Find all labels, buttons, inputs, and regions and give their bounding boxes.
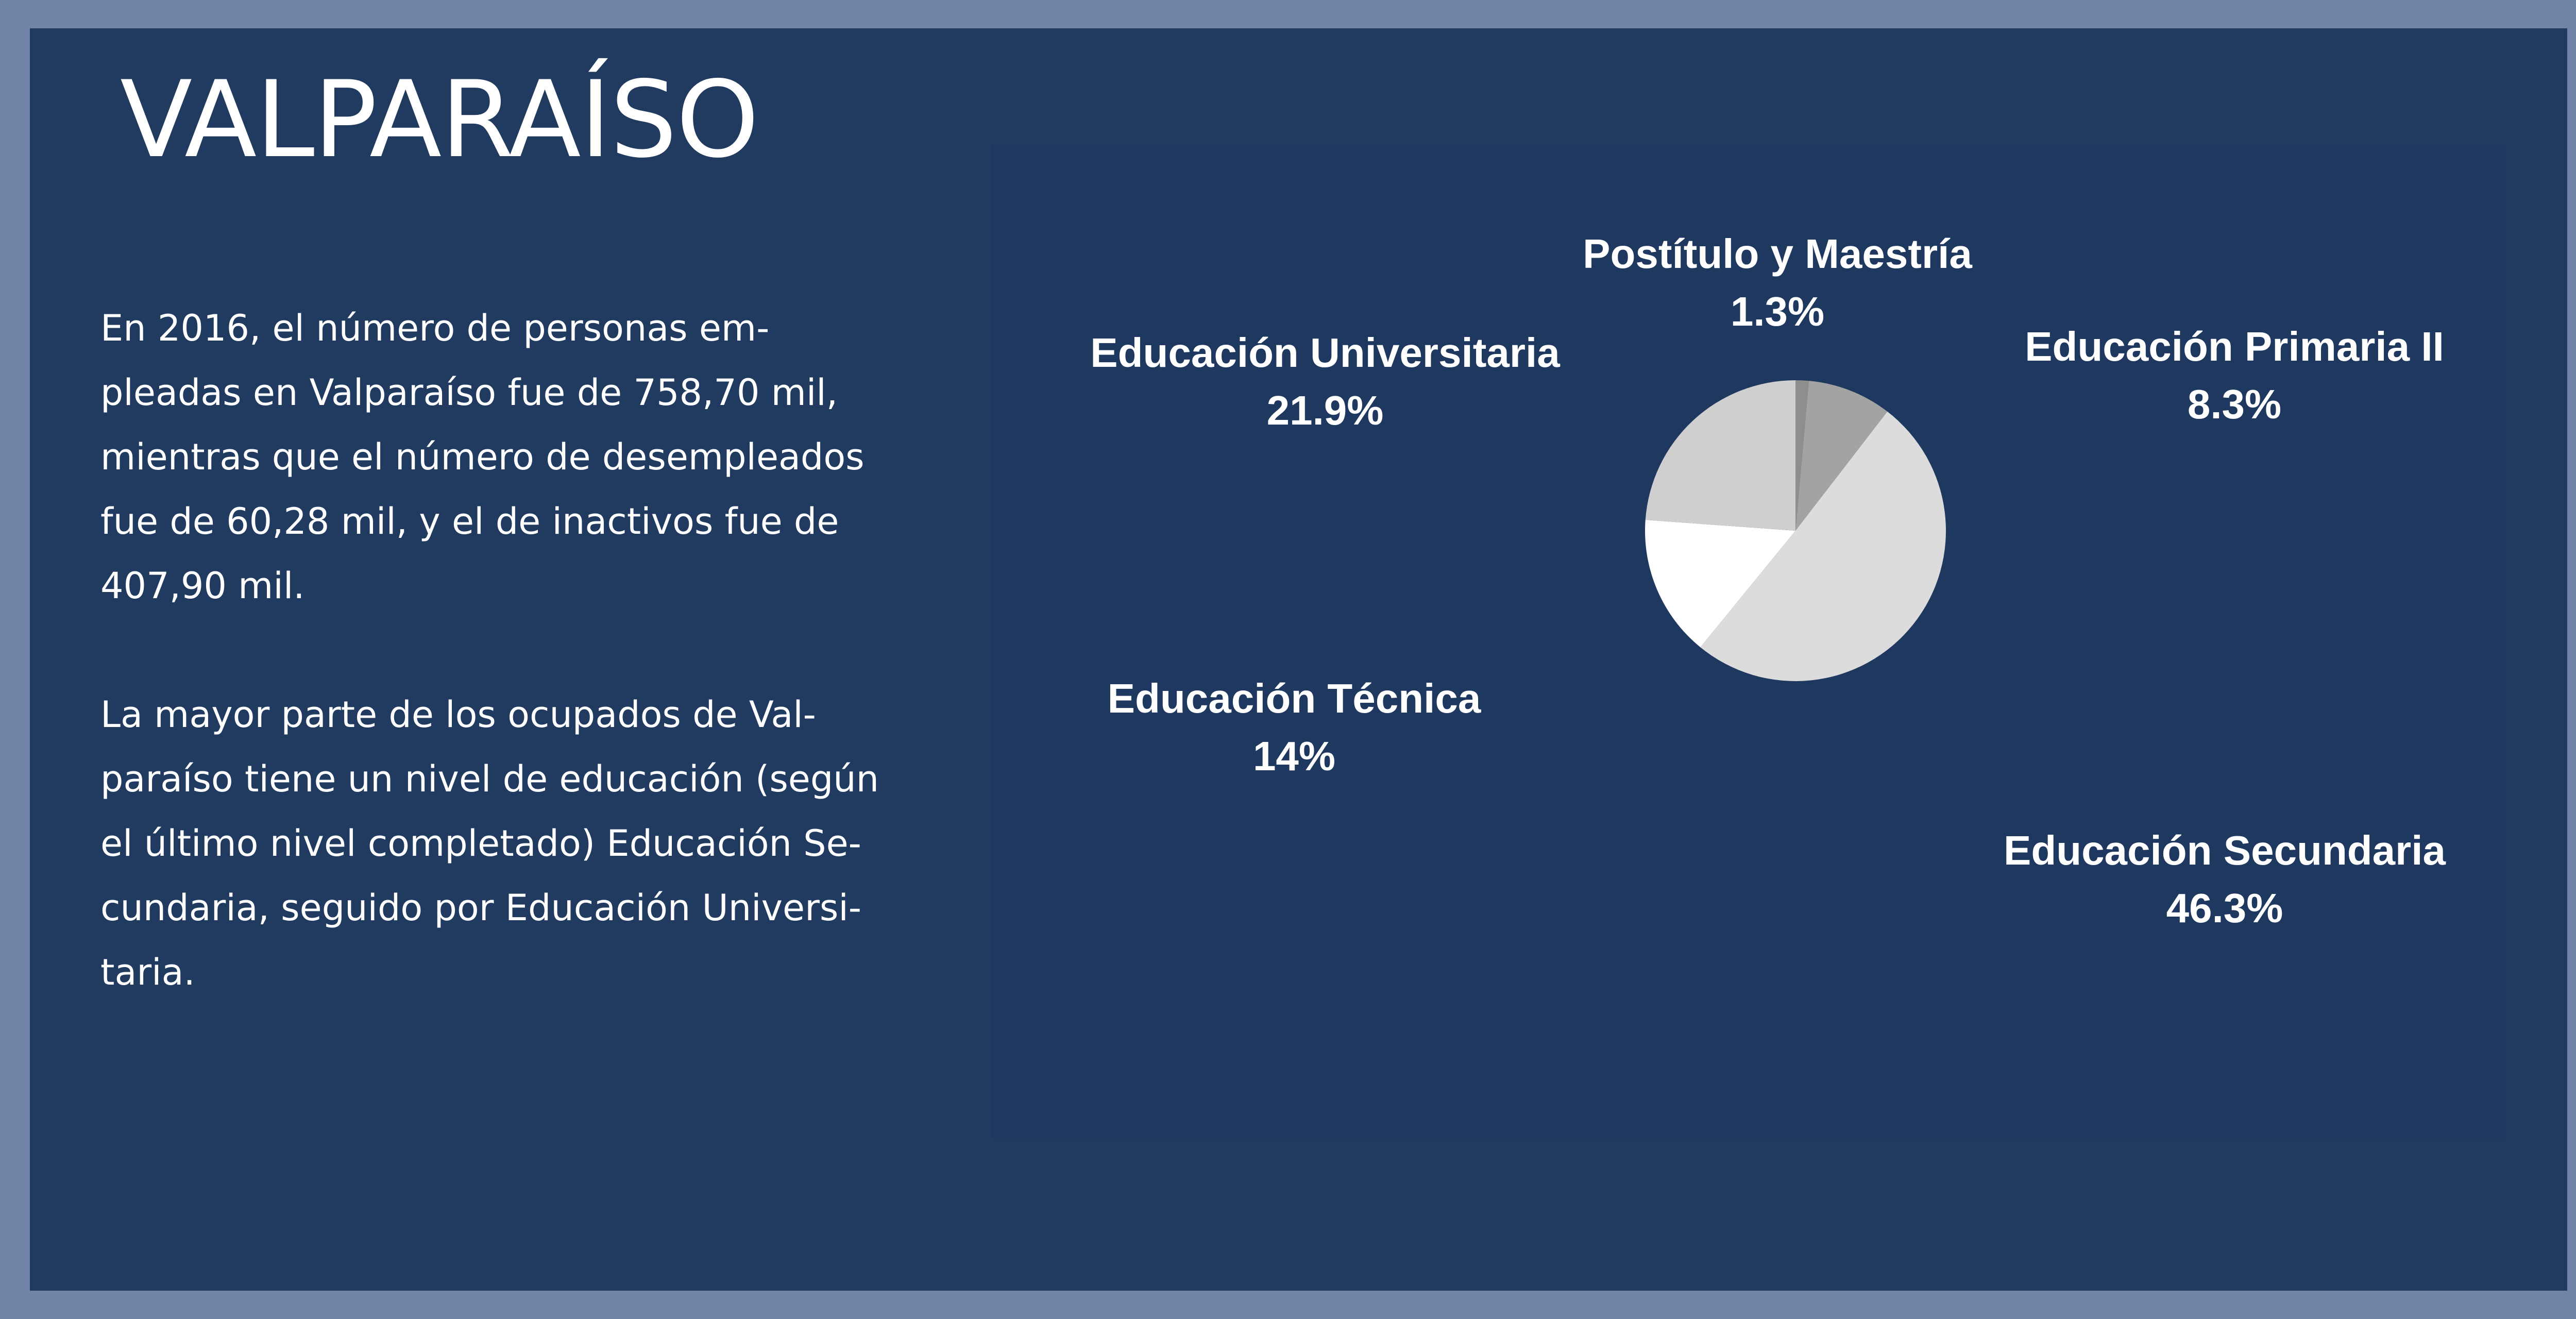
pie-slice-educacion-secundaria — [1700, 411, 1946, 681]
slice-label-postitulo-y-maestria: Postítulo y Maestría — [1583, 231, 1972, 277]
slice-label-educacion-secundaria: Educación Secundaria — [2004, 827, 2446, 873]
slice-value-educacion-universitaria: 21.9% — [1267, 387, 1384, 433]
pie-slice-educacion-universitaria — [1645, 380, 1795, 531]
pie-slice-educacion-primaria-ii — [1795, 381, 1888, 531]
slice-label-educacion-universitaria: Educación Universitaria — [1090, 330, 1560, 376]
pie-labels: Postítulo y Maestría 1.3% Educación Primar… — [1090, 231, 2446, 931]
page-title: VALPARAÍSO — [120, 59, 759, 181]
slice-label-educacion-tecnica: Educación Técnica — [1108, 675, 1481, 721]
pie-slice-educacion-tecnica — [1645, 520, 1795, 648]
paragraph-education: La mayor parte de los ocupados de Val- p… — [100, 694, 879, 993]
slice-value-educacion-primaria-ii: 8.3% — [2188, 381, 2281, 427]
slice-value-educacion-tecnica: 14% — [1253, 733, 1335, 779]
slice-value-postitulo-y-maestria: 1.3% — [1731, 289, 1824, 334]
pie-slices — [1645, 380, 1946, 681]
paragraph-employment: En 2016, el número de personas em- plead… — [100, 307, 865, 607]
slice-value-educacion-secundaria: 46.3% — [2166, 885, 2283, 931]
slice-label-educacion-primaria-ii: Educación Primaria II — [2025, 324, 2444, 369]
description-text: En 2016, el número de personas em- plead… — [100, 296, 884, 1069]
pie-slice-postitulo-y-maestria — [1795, 380, 1809, 531]
